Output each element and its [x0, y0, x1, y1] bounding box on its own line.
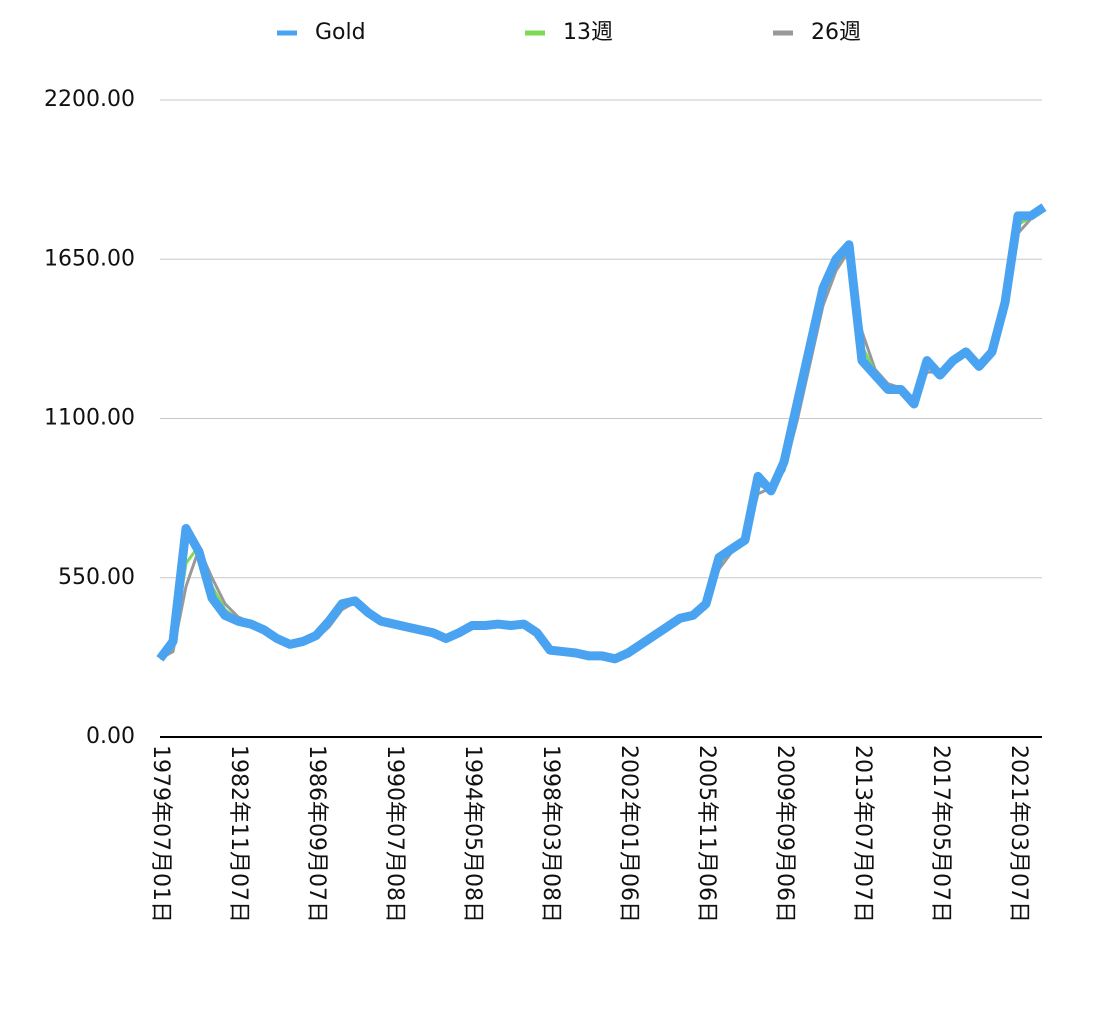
- legend-label: Gold: [315, 20, 366, 45]
- series-line: [159, 207, 1045, 660]
- x-tick-label: 1990年07月08日: [382, 745, 407, 923]
- x-tick-label: 2017年05月07日: [928, 745, 953, 923]
- x-tick-label: 2009年09月06日: [772, 745, 797, 923]
- legend-label: 26週: [811, 20, 861, 45]
- y-tick-label: 0.00: [86, 724, 135, 749]
- x-tick-label: 1979年07月01日: [148, 745, 173, 923]
- y-tick-label: 550.00: [58, 565, 135, 590]
- legend-label: 13週: [563, 20, 613, 45]
- x-tick-label: 2021年03月07日: [1006, 745, 1031, 923]
- x-tick-label: 1986年09月07日: [304, 745, 329, 923]
- series-line: [159, 208, 1045, 661]
- x-tick-label: 1998年03月08日: [538, 745, 563, 923]
- series-line: [156, 203, 1047, 664]
- x-tick-label: 2013年07月07日: [850, 745, 875, 923]
- y-tick-label: 1650.00: [44, 246, 135, 271]
- x-tick-label: 1994年05月08日: [460, 745, 485, 923]
- x-tick-label: 2002年01月06日: [616, 745, 641, 923]
- x-tick-label: 1982年11月07日: [226, 745, 251, 923]
- x-tick-label: 2005年11月06日: [694, 745, 719, 923]
- y-tick-label: 1100.00: [44, 406, 135, 431]
- y-tick-label: 2200.00: [44, 87, 135, 112]
